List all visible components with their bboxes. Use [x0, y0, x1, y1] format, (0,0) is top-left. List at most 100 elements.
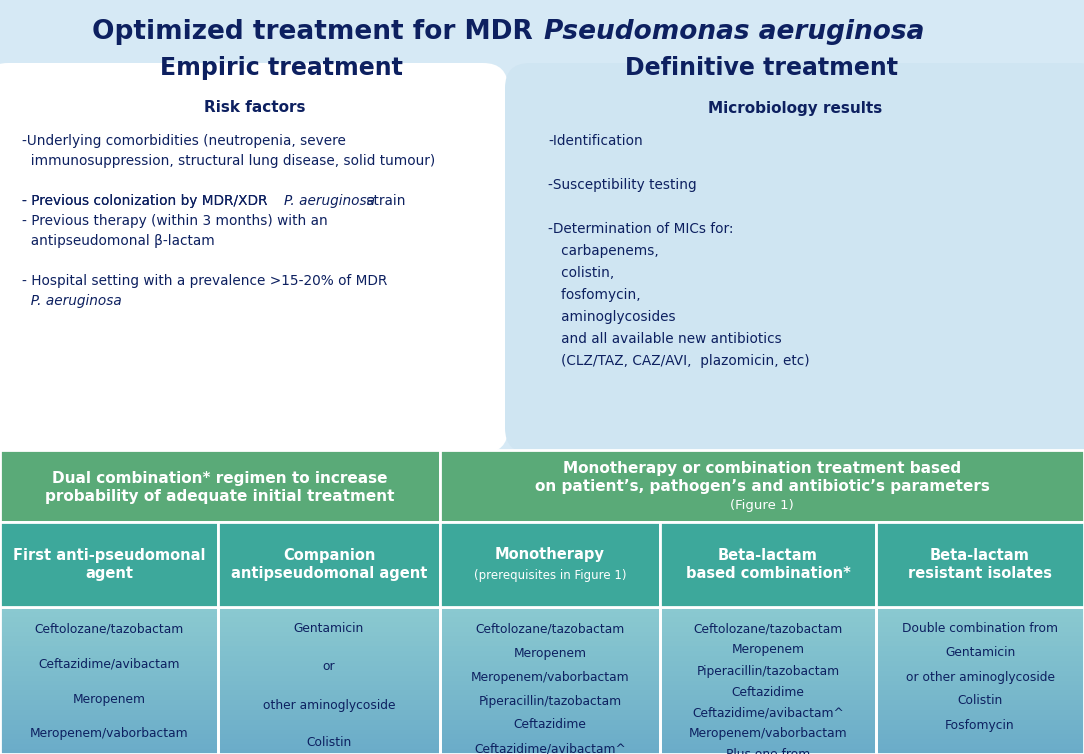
- Bar: [876, 730, 1084, 735]
- Bar: [876, 651, 1084, 657]
- Text: Ceftazidime/avibactam: Ceftazidime/avibactam: [38, 657, 180, 670]
- Bar: [876, 656, 1084, 662]
- Bar: [876, 642, 1084, 647]
- Bar: [660, 749, 876, 754]
- Bar: [218, 730, 440, 735]
- Bar: [876, 744, 1084, 750]
- Bar: [0, 651, 218, 657]
- Text: Meropenem: Meropenem: [73, 692, 145, 706]
- Bar: [218, 642, 440, 647]
- Text: Ceftolozane/tazobactam: Ceftolozane/tazobactam: [476, 623, 624, 636]
- Text: resistant isolates: resistant isolates: [908, 566, 1051, 581]
- Bar: [876, 691, 1084, 696]
- Bar: [218, 671, 440, 676]
- Bar: [660, 522, 876, 607]
- FancyBboxPatch shape: [505, 63, 1084, 453]
- Bar: [218, 740, 440, 745]
- Bar: [218, 636, 440, 642]
- Bar: [876, 720, 1084, 725]
- Bar: [218, 661, 440, 667]
- Bar: [0, 749, 218, 754]
- Bar: [218, 612, 440, 618]
- Bar: [0, 705, 218, 711]
- Bar: [218, 710, 440, 716]
- Bar: [218, 627, 440, 633]
- Text: and all available new antibiotics: and all available new antibiotics: [549, 332, 782, 346]
- Bar: [660, 627, 876, 633]
- Bar: [876, 646, 1084, 652]
- Text: strain: strain: [362, 194, 405, 208]
- Bar: [440, 661, 660, 667]
- Bar: [218, 607, 440, 754]
- Bar: [0, 671, 218, 676]
- Text: Beta-lactam: Beta-lactam: [718, 548, 818, 563]
- Text: Definitive treatment: Definitive treatment: [625, 56, 898, 80]
- Text: on patient’s, pathogen’s and antibiotic’s parameters: on patient’s, pathogen’s and antibiotic’…: [534, 479, 990, 494]
- Bar: [660, 705, 876, 711]
- Bar: [218, 685, 440, 691]
- Text: - Previous therapy (within 3 months) with an: - Previous therapy (within 3 months) wit…: [22, 214, 327, 228]
- Bar: [440, 627, 660, 633]
- Text: (CLZ/TAZ, CAZ/AVI,  plazomicin, etc): (CLZ/TAZ, CAZ/AVI, plazomicin, etc): [549, 354, 810, 368]
- Bar: [218, 705, 440, 711]
- Bar: [660, 656, 876, 662]
- Bar: [876, 715, 1084, 721]
- Bar: [660, 700, 876, 706]
- Text: Fosfomycin: Fosfomycin: [945, 719, 1015, 731]
- Bar: [218, 622, 440, 627]
- Text: fosfomycin,: fosfomycin,: [549, 288, 641, 302]
- Bar: [876, 740, 1084, 745]
- Bar: [876, 661, 1084, 667]
- Text: Meropenem/vaborbactam: Meropenem/vaborbactam: [688, 728, 848, 740]
- Bar: [0, 700, 218, 706]
- Bar: [440, 646, 660, 652]
- Bar: [660, 681, 876, 686]
- Bar: [0, 730, 218, 735]
- Bar: [218, 607, 440, 613]
- Text: antipseudomonal β-lactam: antipseudomonal β-lactam: [22, 234, 215, 248]
- Bar: [876, 749, 1084, 754]
- Bar: [660, 622, 876, 627]
- Bar: [440, 725, 660, 731]
- Bar: [876, 607, 1084, 613]
- Bar: [0, 695, 218, 701]
- Text: Gentamicin: Gentamicin: [294, 623, 364, 636]
- Bar: [440, 734, 660, 740]
- Bar: [218, 651, 440, 657]
- Bar: [440, 607, 660, 613]
- Bar: [440, 642, 660, 647]
- Bar: [0, 627, 218, 633]
- Bar: [0, 734, 218, 740]
- Text: probability of adequate initial treatment: probability of adequate initial treatmen…: [46, 489, 395, 504]
- Bar: [0, 617, 218, 623]
- Bar: [0, 681, 218, 686]
- Bar: [440, 710, 660, 716]
- Text: colistin,: colistin,: [549, 266, 615, 280]
- Bar: [0, 676, 218, 682]
- Text: - Previous colonization by MDR/XDR: - Previous colonization by MDR/XDR: [22, 194, 272, 208]
- FancyBboxPatch shape: [0, 63, 508, 453]
- Bar: [440, 720, 660, 725]
- Text: Piperacillin/tazobactam: Piperacillin/tazobactam: [478, 694, 621, 707]
- Bar: [0, 612, 218, 618]
- Bar: [0, 622, 218, 627]
- Text: Gentamicin: Gentamicin: [945, 646, 1015, 660]
- Text: Meropenem/vaborbactam: Meropenem/vaborbactam: [470, 670, 630, 683]
- Bar: [440, 691, 660, 696]
- Bar: [218, 744, 440, 750]
- Bar: [440, 651, 660, 657]
- Bar: [218, 700, 440, 706]
- Text: Ceftazidime/avibactam^: Ceftazidime/avibactam^: [692, 706, 843, 719]
- Bar: [0, 522, 218, 607]
- Bar: [0, 661, 218, 667]
- Bar: [660, 676, 876, 682]
- Bar: [440, 607, 660, 754]
- Text: (prerequisites in Figure 1): (prerequisites in Figure 1): [474, 569, 627, 581]
- Bar: [0, 607, 218, 754]
- Text: Ceftazidime: Ceftazidime: [514, 719, 586, 731]
- Bar: [0, 744, 218, 750]
- Bar: [660, 734, 876, 740]
- Bar: [660, 720, 876, 725]
- Bar: [440, 685, 660, 691]
- Bar: [218, 646, 440, 652]
